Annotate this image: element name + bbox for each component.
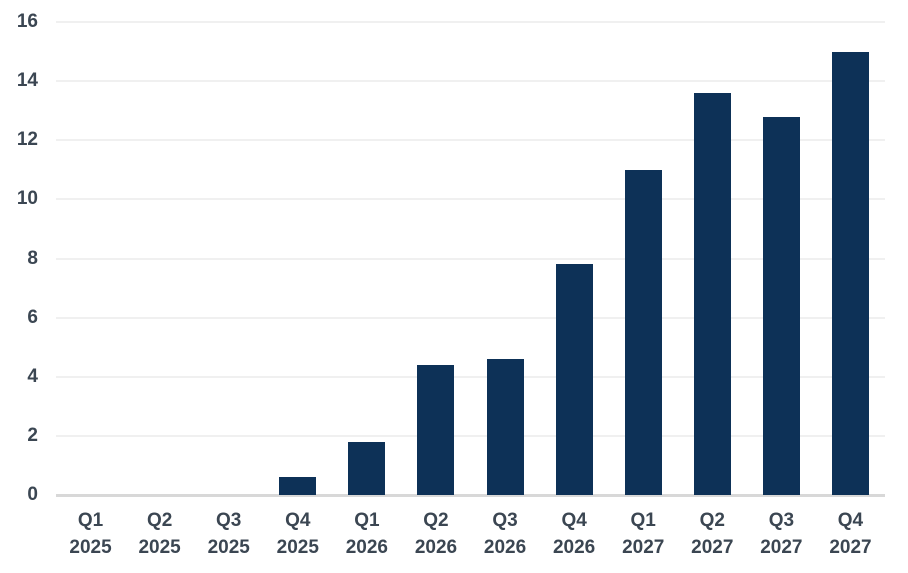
y-tick-label: 4	[27, 365, 38, 387]
y-tick-label: 12	[16, 129, 38, 151]
x-tick-label-quarter: Q2	[146, 510, 173, 531]
x-tick-label-year: 2025	[138, 537, 181, 558]
gridline	[56, 257, 885, 260]
y-tick-label: 14	[16, 70, 38, 92]
x-tick-label: Q1 2026	[322, 507, 412, 561]
gridline	[56, 198, 885, 201]
x-tick-label: Q2 2026	[391, 507, 481, 561]
x-tick-label: Q1 2027	[598, 507, 688, 561]
x-tick-label-year: 2025	[276, 537, 319, 558]
bar	[555, 264, 593, 495]
gridline	[56, 434, 885, 437]
bar	[486, 359, 524, 495]
x-tick-label: Q4 2025	[253, 507, 343, 561]
x-tick-label-year: 2026	[345, 537, 389, 558]
x-tick-label-quarter: Q3	[492, 510, 518, 531]
x-tick-label-quarter: Q2	[423, 510, 449, 531]
x-tick-label-quarter: Q2	[699, 510, 725, 531]
bar	[831, 51, 869, 495]
y-tick-label: 16	[16, 11, 38, 32]
bar	[348, 441, 386, 495]
x-tick-label: Q2 2025	[115, 507, 205, 561]
x-tick-label-quarter: Q4	[285, 510, 311, 531]
x-tick-label: Q1 2025	[46, 507, 136, 561]
x-tick-label: Q3 2027	[736, 507, 826, 561]
x-tick-label-year: 2027	[691, 537, 734, 558]
y-tick-label: 8	[27, 247, 38, 269]
x-axis-line	[56, 494, 885, 497]
x-tick-label-quarter: Q4	[837, 510, 864, 531]
x-tick-label-quarter: Q1	[77, 510, 104, 531]
x-tick-label-quarter: Q3	[216, 510, 242, 531]
gridline	[56, 139, 885, 142]
x-tick-label: Q2 2027	[667, 507, 757, 561]
bar	[279, 477, 317, 495]
bar	[762, 116, 800, 495]
bar	[624, 169, 662, 495]
y-tick-label: 2	[27, 424, 38, 446]
x-tick-label: Q4 2027	[805, 507, 895, 561]
x-tick-label-year: 2025	[69, 537, 112, 558]
x-tick-label: Q3 2025	[184, 507, 274, 561]
bar	[417, 364, 455, 495]
x-tick-label-quarter: Q3	[768, 510, 795, 531]
x-tick-label-quarter: Q1	[630, 510, 656, 531]
x-tick-label-year: 2027	[622, 537, 665, 558]
gridline	[56, 316, 885, 319]
gridline	[56, 375, 885, 378]
x-tick-label-year: 2026	[552, 537, 596, 558]
gridline	[56, 80, 885, 83]
y-tick-label: 10	[16, 188, 38, 210]
x-tick-label-year: 2026	[483, 537, 527, 558]
y-tick-label: 0	[27, 484, 38, 505]
x-tick-label: Q4 2026	[529, 507, 619, 561]
x-tick-label-year: 2025	[207, 537, 250, 558]
x-tick-label-year: 2026	[414, 537, 458, 558]
x-tick-label-year: 2027	[829, 537, 872, 558]
y-tick-label: 6	[27, 306, 38, 328]
x-tick-label-year: 2027	[760, 537, 803, 558]
x-tick-label-quarter: Q4	[561, 510, 587, 531]
x-tick-label-quarter: Q1	[354, 510, 380, 531]
gridline	[56, 21, 885, 23]
x-tick-label: Q3 2026	[460, 507, 550, 561]
bar	[693, 92, 731, 495]
